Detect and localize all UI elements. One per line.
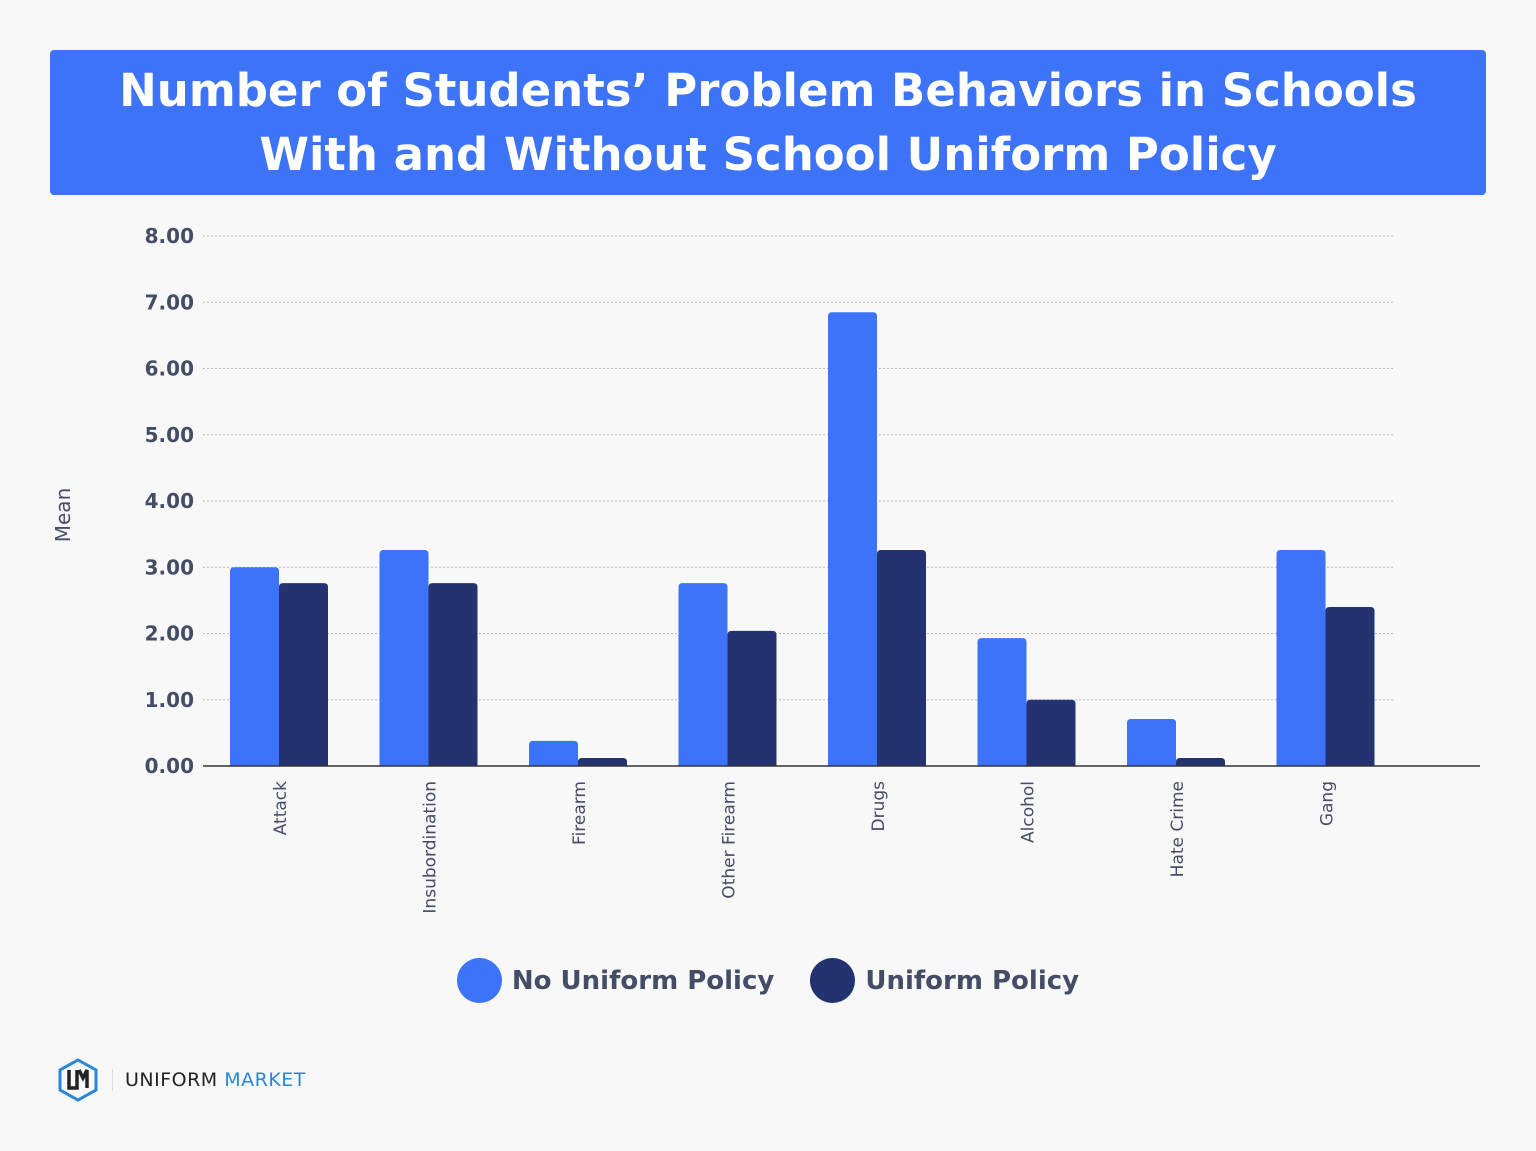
bar-uniform [1176,758,1225,766]
y-tick-label: 0.00 [145,754,194,778]
legend-label: No Uniform Policy [511,965,775,996]
x-tick-label: Attack [271,781,291,835]
bar-uniform [279,583,328,766]
y-tick-label: 3.00 [145,555,194,579]
bar-uniform [1325,607,1375,766]
bar-uniform [428,583,478,766]
y-axis-label: Mean [51,488,75,543]
legend-item-no-uniform: No Uniform Policy [456,958,775,1003]
y-tick-label: 6.00 [145,357,194,381]
legend: No Uniform Policy Uniform Policy [0,958,1536,1003]
bar-no-uniform [529,740,578,766]
x-tick-label: Hate Crime [1168,781,1188,877]
chart-title: Number of Students’ Problem Behaviors in… [119,63,1417,181]
bar-no-uniform [230,567,279,766]
bar-no-uniform [1276,550,1326,766]
x-tick-label: Firearm [570,781,590,845]
legend-swatch [456,958,502,1003]
y-tick-label: 1.00 [145,688,194,712]
uniform-market-logo: UNIFORM MARKET [58,1058,306,1102]
x-tick-label: Gang [1318,781,1338,826]
bar-uniform [1026,699,1076,766]
legend-swatch [810,958,856,1003]
bar-uniform [877,550,926,766]
chart-title-banner: Number of Students’ Problem Behaviors in… [50,50,1486,195]
legend-item-uniform: Uniform Policy [810,958,1079,1003]
logo-icon [58,1058,98,1102]
bar-uniform [578,758,627,766]
y-tick-label: 5.00 [145,423,194,447]
y-tick-label: 2.00 [145,622,194,646]
bar-no-uniform [1127,718,1176,766]
bar-no-uniform [828,312,877,766]
x-tick-label: Insubordination [421,781,441,914]
logo-text: UNIFORM MARKET [112,1069,306,1091]
y-tick-label: 8.00 [145,224,194,248]
bar-uniform [727,630,777,766]
x-tick-label: Drugs [869,781,889,832]
x-tick-label: Other Firearm [720,781,740,899]
bar-no-uniform [379,550,429,766]
bar-no-uniform [678,583,728,766]
y-tick-label: 7.00 [145,290,194,314]
x-tick-label: Alcohol [1019,781,1039,843]
y-tick-label: 4.00 [145,489,194,513]
bar-no-uniform [977,638,1027,766]
legend-label: Uniform Policy [865,965,1080,996]
